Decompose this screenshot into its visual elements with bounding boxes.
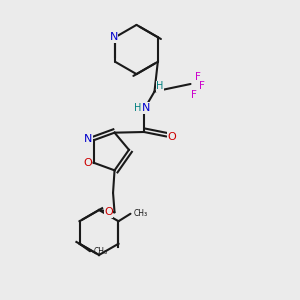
Text: CH₃: CH₃ — [94, 247, 108, 256]
Text: N: N — [110, 32, 118, 42]
Text: H: H — [156, 81, 164, 91]
Text: N: N — [84, 134, 92, 144]
Text: O: O — [104, 207, 113, 217]
Text: O: O — [83, 158, 92, 168]
Text: O: O — [167, 131, 176, 142]
Text: H: H — [134, 103, 141, 113]
Text: CH₃: CH₃ — [134, 209, 148, 218]
Text: N: N — [142, 103, 151, 113]
Text: F: F — [190, 89, 196, 100]
Text: F: F — [195, 71, 201, 82]
Text: F: F — [199, 81, 205, 92]
